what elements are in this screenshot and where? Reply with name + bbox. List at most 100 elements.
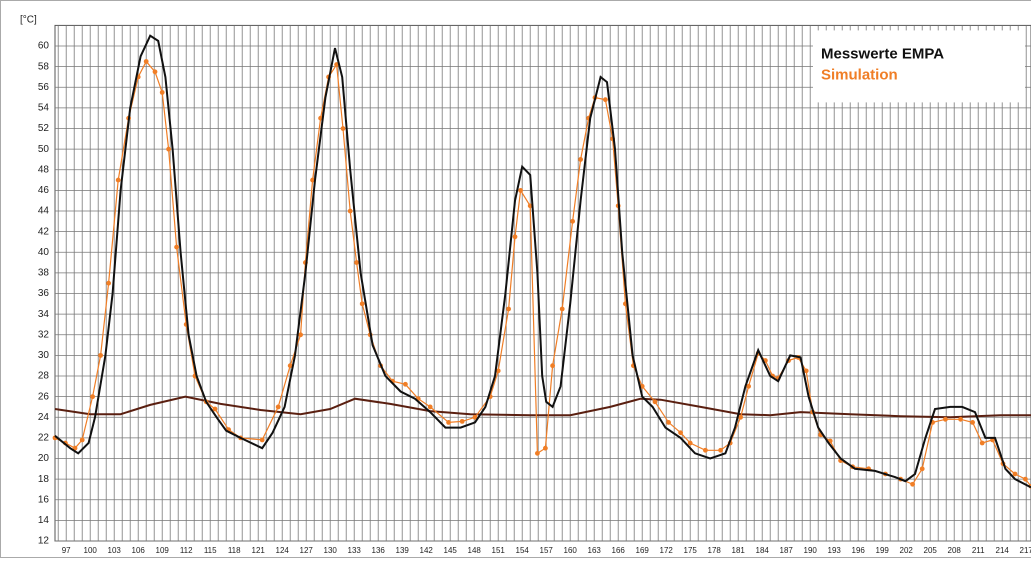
x-tick-label: 160 [564,546,578,555]
y-tick-label: 20 [38,453,50,464]
x-tick-label: 112 [180,546,193,555]
legend-entry: Simulation [821,66,898,83]
data-point [276,405,281,410]
data-point [970,420,975,425]
x-tick-label: 139 [396,546,410,555]
y-tick-label: 16 [38,494,50,505]
x-tick-label: 175 [684,546,698,555]
y-tick-label: 46 [38,185,50,196]
y-tick-label: 52 [38,123,50,134]
y-axis-label: [°C] [20,15,37,26]
data-point [578,157,583,162]
x-tick-label: 157 [540,546,554,555]
data-point [460,419,465,424]
x-tick-label: 103 [108,546,122,555]
x-tick-label: 133 [348,546,362,555]
data-point [348,209,353,214]
y-tick-label: 30 [38,350,50,361]
y-tick-label: 42 [38,226,50,237]
y-tick-label: 34 [38,309,50,320]
plot-area [55,25,1031,541]
data-point [570,219,575,224]
y-tick-label: 24 [38,412,50,423]
data-point [1013,472,1018,477]
data-point [958,417,963,422]
data-point [718,448,723,453]
x-tick-label: 196 [852,546,866,555]
data-point [144,59,149,64]
x-tick-label: 181 [732,546,746,555]
x-tick-label: 169 [636,546,650,555]
x-tick-label: 166 [612,546,626,555]
legend-entry: Messwerte EMPA [821,45,944,62]
x-tick-label: 148 [468,546,482,555]
data-point [1023,477,1028,482]
x-tick-label: 184 [756,546,770,555]
data-point [506,307,511,312]
data-point [116,178,121,183]
x-tick-label: 97 [62,546,71,555]
x-tick-label: 118 [228,546,241,555]
data-point [688,441,693,446]
y-tick-label: 28 [38,371,50,382]
x-tick-label: 187 [780,546,794,555]
x-tick-label: 190 [804,546,818,555]
data-point [920,466,925,471]
data-point [403,382,408,387]
y-tick-label: 12 [38,536,50,547]
data-point [666,420,671,425]
y-tick-label: 14 [38,515,50,526]
y-tick-label: 40 [38,247,50,258]
x-tick-label: 199 [876,546,890,555]
x-tick-label: 115 [204,546,217,555]
y-tick-label: 56 [38,82,50,93]
y-tick-label: 54 [38,103,50,114]
x-tick-label: 124 [276,546,290,555]
data-point [550,363,555,368]
data-point [90,394,95,399]
x-tick-label: 163 [588,546,602,555]
data-point [354,260,359,265]
data-point [360,301,365,306]
data-point [341,126,346,131]
y-tick-label: 26 [38,391,50,402]
x-tick-label: 214 [996,546,1010,555]
y-tick-label: 48 [38,164,50,175]
data-point [428,405,433,410]
x-tick-label: 127 [300,546,314,555]
x-tick-label: 130 [324,546,338,555]
data-point [106,281,111,286]
data-point [260,438,265,443]
data-point [446,420,451,425]
data-point [166,147,171,152]
x-tick-label: 193 [828,546,842,555]
x-tick-label: 205 [924,546,938,555]
y-tick-label: 38 [38,268,50,279]
x-tick-label: 136 [372,546,386,555]
x-tick-label: 202 [900,546,914,555]
x-tick-label: 109 [156,546,170,555]
data-point [80,438,85,443]
x-tick-label: 211 [972,546,985,555]
data-point [703,448,708,453]
y-tick-label: 22 [38,433,50,444]
data-point [298,332,303,337]
y-tick-label: 32 [38,329,50,340]
data-point [153,69,158,74]
x-tick-label: 154 [516,546,530,555]
x-tick-label: 208 [948,546,962,555]
x-tick-label: 145 [444,546,458,555]
x-tick-label: 100 [84,546,98,555]
x-tick-label: 217 [1020,546,1031,555]
data-point [678,430,683,435]
data-point [174,245,179,250]
data-point [560,307,565,312]
x-tick-label: 121 [252,546,266,555]
data-point [535,451,540,456]
y-tick-label: 50 [38,144,50,155]
data-point [603,97,608,102]
data-point [980,441,985,446]
y-tick-label: 44 [38,206,50,217]
x-tick-label: 142 [420,546,434,555]
